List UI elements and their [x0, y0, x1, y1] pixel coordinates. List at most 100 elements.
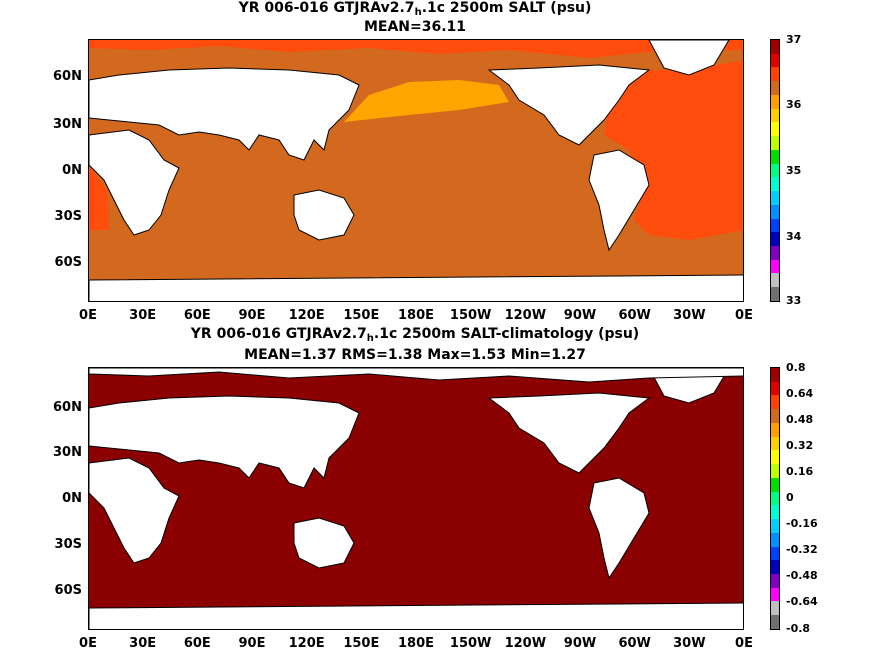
top-x-label-7: 150W — [449, 308, 492, 323]
top-y-label-60s: 60S — [54, 255, 82, 270]
bottom-map-title: YR 006-016 GTJRAv2.7h.1c 2500m SALT-clim… — [0, 326, 830, 347]
top-x-label-5: 150E — [343, 308, 380, 323]
bottom-cbar-label-2: 0.48 — [786, 413, 814, 426]
top-x-label-6: 180E — [397, 308, 435, 323]
top-colorbar-segment — [771, 232, 779, 247]
bottom-colorbar-segment — [771, 587, 779, 602]
bottom-x-label-8: 120W — [504, 636, 547, 651]
top-cbar-label-33: 33 — [786, 294, 802, 307]
bottom-cbar-label-0: 0.8 — [786, 361, 806, 374]
top-cbar-label-36: 36 — [786, 98, 802, 111]
bottom-x-label-6: 180E — [397, 636, 435, 651]
top-title-sub: h — [414, 7, 422, 18]
bottom-x-label-5: 150E — [343, 636, 380, 651]
top-colorbar-segment — [771, 108, 779, 123]
bottom-title-pre: YR 006-016 GTJRAv2.7 — [190, 326, 367, 342]
top-x-label-2: 60E — [183, 308, 211, 323]
bottom-x-label-1: 30E — [129, 636, 157, 651]
top-colorbar-segment — [771, 259, 779, 274]
bottom-cbar-label-3: 0.32 — [786, 439, 814, 452]
bottom-colorbar-segment — [771, 477, 779, 492]
bottom-cbar-label-10: -0.8 — [786, 622, 811, 635]
bottom-colorbar — [770, 367, 780, 630]
north-america-land — [487, 392, 651, 474]
bottom-map-subtitle: MEAN=1.37 RMS=1.38 Max=1.53 Min=1.27 — [244, 347, 586, 363]
top-title-pre: YR 006-016 GTJRAv2.7 — [238, 0, 415, 16]
bottom-y-label-30s: 30S — [54, 537, 82, 552]
top-colorbar-segment — [771, 273, 779, 288]
bottom-colorbar-segment — [771, 505, 779, 520]
top-x-label-10: 60W — [618, 308, 651, 323]
north-america-land — [487, 64, 651, 146]
bottom-title-sub: h — [366, 333, 374, 344]
bottom-y-label-30n: 30N — [53, 445, 82, 460]
bottom-x-label-9: 90W — [563, 636, 597, 651]
top-colorbar-segment — [771, 163, 779, 178]
arctic-land — [89, 368, 743, 383]
bottom-colorbar-segment — [771, 409, 779, 423]
bottom-anomaly-map — [89, 368, 743, 629]
top-title-post: .1c 2500m SALT (psu) — [421, 0, 592, 16]
bottom-colorbar-segment — [771, 601, 779, 616]
top-map-title: YR 006-016 GTJRAv2.7h.1c 2500m SALT (psu… — [0, 0, 830, 21]
bottom-x-label-3: 90E — [238, 636, 266, 651]
top-colorbar-segment — [771, 287, 779, 301]
bottom-y-label-60s: 60S — [54, 583, 82, 598]
top-colorbar-segment — [771, 94, 779, 109]
bottom-colorbar-segment — [771, 395, 779, 410]
top-x-label-4: 120E — [288, 308, 325, 323]
top-colorbar-segment — [771, 40, 779, 54]
bottom-colorbar-segment — [771, 519, 779, 533]
bottom-colorbar-segment — [771, 546, 779, 561]
bottom-colorbar-segment — [771, 532, 779, 547]
bottom-cbar-label-8: -0.48 — [786, 569, 818, 582]
south-america-land — [588, 149, 650, 252]
bottom-colorbar-segment — [771, 368, 779, 382]
top-x-label-1: 30E — [129, 308, 157, 323]
top-cbar-label-37: 37 — [786, 33, 802, 46]
antarctica-land — [89, 602, 743, 629]
bottom-colorbar-segment — [771, 436, 779, 451]
bottom-x-label-7: 150W — [449, 636, 492, 651]
top-y-label-60n: 60N — [53, 69, 82, 84]
bottom-colorbar-segment — [771, 422, 779, 437]
bottom-cbar-label-6: -0.16 — [786, 517, 818, 530]
bottom-x-label-10: 60W — [618, 636, 651, 651]
top-colorbar-segment — [771, 136, 779, 150]
africa-land — [89, 129, 180, 236]
top-map-subtitle: MEAN=36.11 — [363, 19, 467, 35]
top-colorbar-segment — [771, 246, 779, 260]
bottom-cbar-label-9: -0.64 — [786, 595, 818, 608]
top-y-label-0n: 0N — [62, 163, 82, 178]
top-colorbar-segment — [771, 218, 779, 233]
bottom-map-panel — [88, 367, 744, 630]
bottom-colorbar-segment — [771, 574, 779, 588]
africa-land — [89, 457, 180, 564]
bottom-cbar-label-1: 0.64 — [786, 387, 814, 400]
top-colorbar-segment — [771, 204, 779, 219]
land-masses — [89, 368, 743, 629]
top-salinity-map — [89, 40, 743, 301]
arctic-ocean-field — [89, 40, 743, 58]
top-x-label-12: 0E — [735, 308, 753, 323]
north-pacific-field — [344, 80, 509, 122]
top-map-panel — [88, 39, 744, 302]
bottom-y-label-0n: 0N — [62, 491, 82, 506]
top-colorbar-segment — [771, 53, 779, 68]
top-x-label-9: 90W — [563, 308, 597, 323]
top-colorbar — [770, 39, 780, 302]
bottom-title-post: .1c 2500m SALT-climatology (psu) — [373, 326, 640, 342]
top-colorbar-segment — [771, 67, 779, 82]
top-y-label-30n: 30N — [53, 117, 82, 132]
bottom-colorbar-segment — [771, 491, 779, 506]
greenland-land — [648, 40, 730, 76]
bottom-x-label-0: 0E — [79, 636, 97, 651]
top-cbar-label-34: 34 — [786, 230, 802, 243]
top-colorbar-segment — [771, 122, 779, 137]
west-indian-field — [89, 165, 109, 230]
top-colorbar-segment — [771, 149, 779, 164]
australia-land — [293, 517, 355, 569]
top-x-label-3: 90E — [238, 308, 266, 323]
eurasia-land — [89, 395, 360, 489]
top-y-label-30s: 30S — [54, 209, 82, 224]
